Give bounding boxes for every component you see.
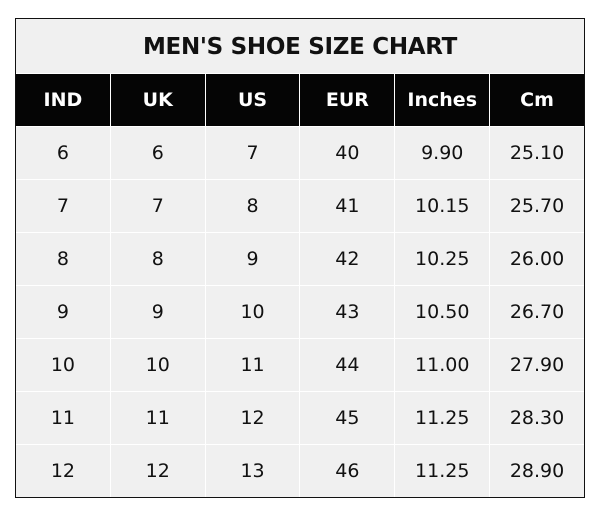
column-header-eur: EUR (300, 74, 396, 126)
table-cell: 44 (300, 339, 396, 391)
table-cell: 7 (16, 180, 111, 232)
table-cell: 26.00 (509, 248, 565, 270)
table-cell: 12 (206, 392, 301, 444)
table-row: 10 10 11 44 11.00 27.90 (16, 338, 584, 391)
column-header-inches: Inches (395, 74, 491, 126)
table-cell: 45 (300, 392, 396, 444)
size-chart-table: MEN'S SHOE SIZE CHART IND UK US EUR Inches Cm… (15, 18, 585, 498)
table-cell: 25.10 (509, 142, 565, 164)
table-cell: 6 (111, 127, 206, 179)
table-cell: 9.90 (395, 127, 491, 179)
table-cell: 7 (111, 180, 206, 232)
table-row: 7 7 8 41 10.15 25.70 (16, 179, 584, 232)
table-row: 9 9 10 43 10.50 26.70 (16, 285, 584, 338)
table-cell: 7 (206, 127, 301, 179)
table-cell: 11 (206, 339, 301, 391)
table-cell: 25.70 (509, 195, 565, 217)
header-row: IND UK US EUR Inches Cm (16, 74, 584, 126)
table-cell: 10 (206, 286, 301, 338)
table-cell: 26.70 (509, 301, 565, 323)
table-cell: 28.30 (509, 407, 565, 429)
table-cell: 9 (16, 286, 111, 338)
table-cell: 8 (111, 233, 206, 285)
table-cell: 6 (16, 127, 111, 179)
table-cell: 10 (111, 339, 206, 391)
table-row: 12 12 13 46 11.25 28.90 (16, 444, 584, 497)
table-body: 6 6 7 40 9.90 25.10 7 7 8 41 10.15 25.70 8 8 9 42 10.25 2… (16, 126, 584, 497)
column-header-cm: Cm (520, 89, 554, 111)
table-cell: 11 (111, 392, 206, 444)
table-cell: 40 (300, 127, 396, 179)
table-cell: 11.25 (395, 392, 491, 444)
table-cell: 10.50 (395, 286, 491, 338)
table-cell: 42 (300, 233, 396, 285)
table-cell: 28.90 (509, 460, 565, 482)
column-header-ind: IND (16, 74, 111, 126)
table-cell: 10.25 (395, 233, 491, 285)
table-row: 8 8 9 42 10.25 26.00 (16, 232, 584, 285)
column-header-us: US (206, 74, 301, 126)
table-cell: 43 (300, 286, 396, 338)
table-cell: 10 (16, 339, 111, 391)
table-cell: 8 (206, 180, 301, 232)
table-cell: 9 (206, 233, 301, 285)
table-cell: 9 (111, 286, 206, 338)
table-cell: 46 (300, 445, 396, 497)
table-cell: 12 (16, 445, 111, 497)
table-cell: 11.00 (395, 339, 491, 391)
table-cell: 27.90 (509, 354, 565, 376)
table-cell: 10.15 (395, 180, 491, 232)
table-cell: 11 (16, 392, 111, 444)
table-row: 6 6 7 40 9.90 25.10 (16, 126, 584, 179)
table-cell: 8 (16, 233, 111, 285)
table-cell: 41 (300, 180, 396, 232)
table-cell: 12 (111, 445, 206, 497)
table-cell: 13 (206, 445, 301, 497)
table-cell: 11.25 (395, 445, 491, 497)
chart-title: MEN'S SHOE SIZE CHART (16, 19, 584, 74)
table-row: 11 11 12 45 11.25 28.30 (16, 391, 584, 444)
column-header-uk: UK (111, 74, 206, 126)
